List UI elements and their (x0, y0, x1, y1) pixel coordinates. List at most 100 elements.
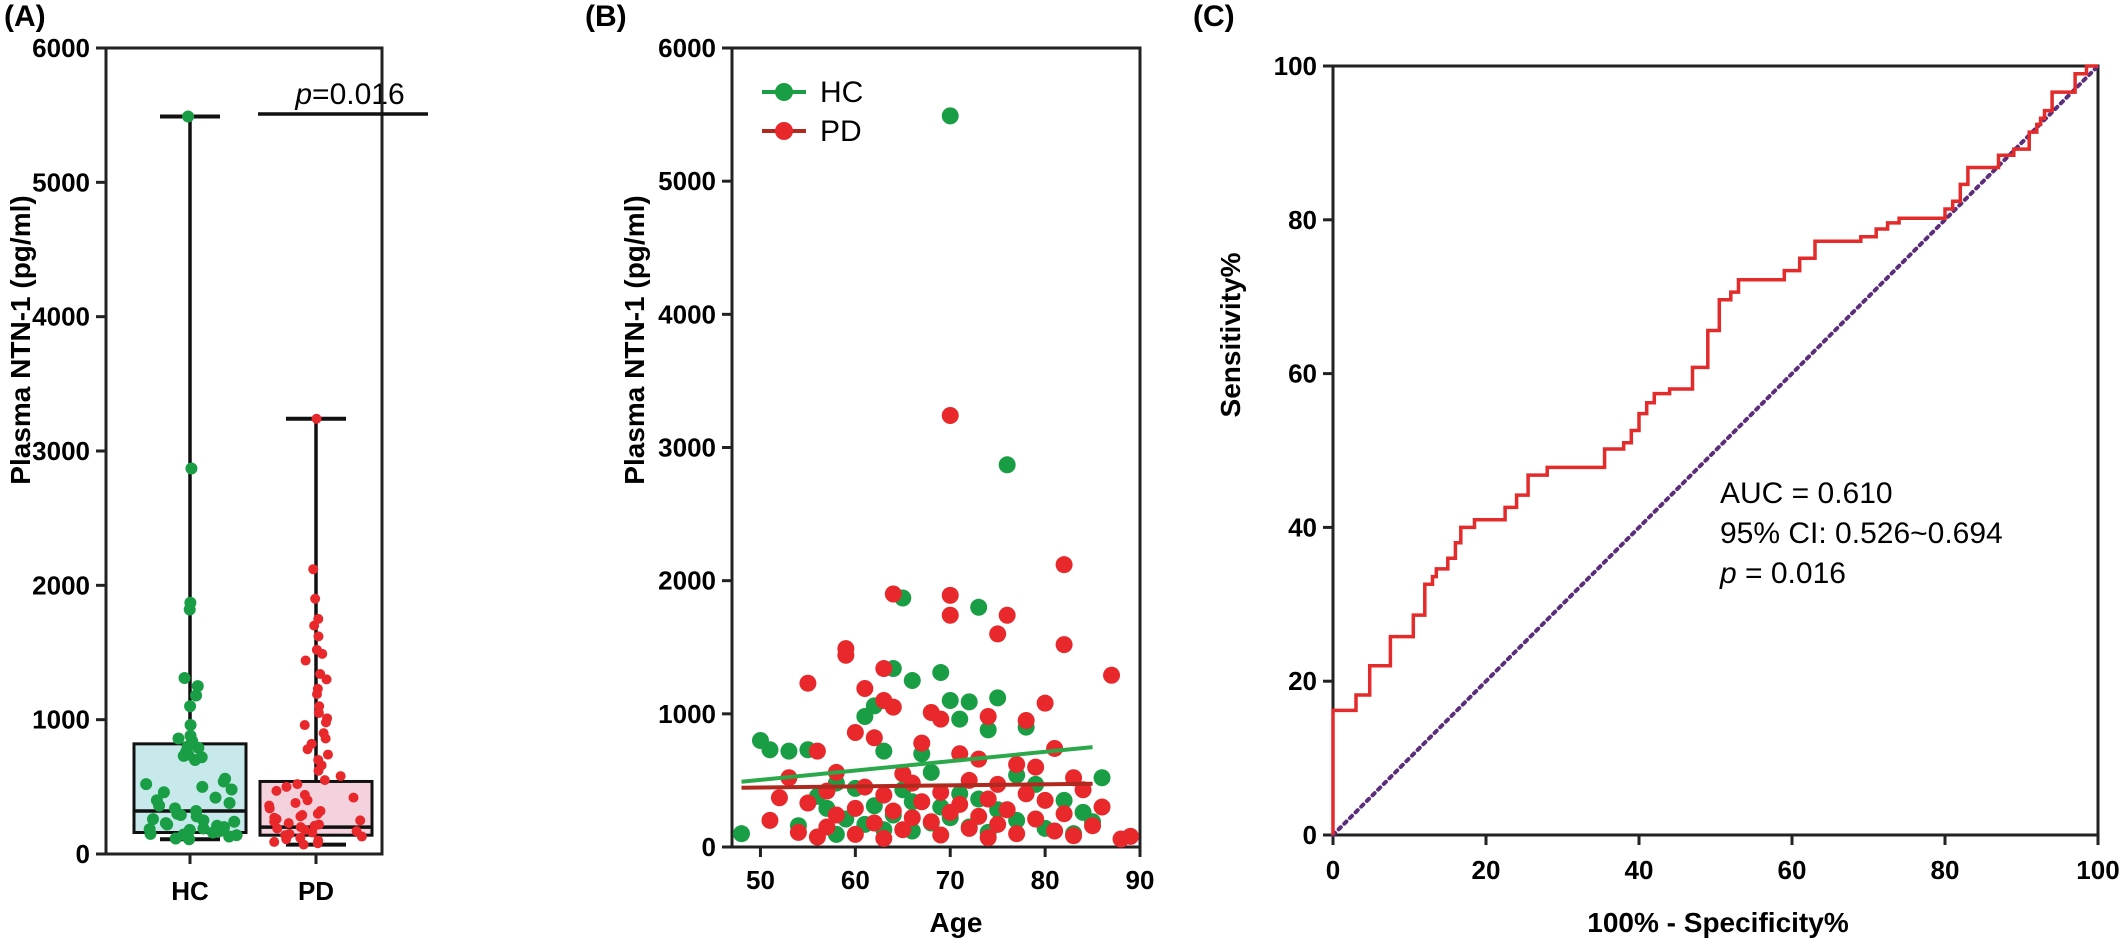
panel-b-legend: HC PD (762, 76, 863, 148)
panel-a-point-pd (281, 781, 292, 792)
panel-b-point-pd (837, 646, 855, 664)
panel-a-point-pd (264, 803, 275, 814)
panel-b-point-hc (979, 721, 997, 739)
panel-a-significance-value: =0.016 (312, 78, 405, 111)
panel-b-point-pd (875, 786, 893, 804)
panel-b-ytick-label: 4000 (658, 299, 716, 329)
panel-b-point-hc (970, 598, 988, 616)
panel-a-point-pd (312, 838, 323, 849)
panel-b-point-hc (922, 763, 940, 781)
panel-b-ytick-label: 0 (702, 832, 716, 862)
panel-b-frame (730, 46, 1142, 849)
panel-a-point-hc (206, 826, 219, 839)
panel-b-point-pd (1093, 798, 1111, 816)
panel-b-point-pd (1055, 636, 1073, 654)
panel-a-point-pd (313, 631, 324, 642)
panel-a-point-hc (191, 680, 204, 693)
panel-c-pvalue-value: = 0.016 (1737, 557, 1846, 590)
panel-c-roc: Sensitivity% 100% - Specificity% AUC = 0… (1215, 51, 2120, 938)
panel-c-roc-curve (1331, 64, 2098, 835)
panel-b-ytick-label: 6000 (658, 33, 716, 63)
panel-a-ytick-label: 2000 (32, 570, 90, 600)
panel-b-xtick-label: 70 (936, 865, 965, 895)
panel-a-point-hc (185, 462, 198, 475)
panel-c-ytick-label: 20 (1288, 666, 1317, 696)
panel-a-point-pd (308, 564, 319, 575)
panel-a-ytick-label: 1000 (32, 705, 90, 735)
panel-a-point-pd (311, 413, 322, 424)
panel-a-point-pd (356, 831, 367, 842)
panel-b-point-hc (875, 742, 893, 760)
panel-a-point-hc (217, 775, 230, 788)
panel-a-point-pd (307, 827, 318, 838)
panel-b-point-pd (808, 742, 826, 760)
panel-a-point-pd (311, 689, 322, 700)
panel-b-point-pd (1008, 755, 1026, 773)
panel-b-point-pd (913, 734, 931, 752)
panel-a-point-hc (228, 815, 241, 828)
panel-b-point-pd (932, 783, 950, 801)
legend-hc-label: HC (820, 76, 863, 109)
panel-c-ytick-label: 40 (1288, 512, 1317, 542)
panel-b-point-pd (1112, 830, 1130, 848)
panel-b-point-pd (808, 828, 826, 846)
panel-b-point-pd (846, 723, 864, 741)
panel-a-point-pd (292, 779, 303, 790)
panel-a-ytick-label: 0 (76, 839, 90, 869)
panel-c-ytick-label: 80 (1288, 205, 1317, 235)
panel-b-point-pd (799, 794, 817, 812)
panel-b-point-pd (875, 660, 893, 678)
panel-a-point-hc (192, 741, 205, 754)
panel-a-point-hc (184, 700, 197, 713)
panel-a-point-hc (182, 110, 195, 123)
panel-b-point-pd (998, 801, 1016, 819)
panel-a-point-hc (183, 833, 196, 846)
panel-a-significance: p=0.016 (294, 78, 404, 111)
panel-b-point-hc (960, 693, 978, 711)
panel-b-point-pd (846, 799, 864, 817)
panel-b-point-pd (979, 829, 997, 847)
panel-b-fit-line-hc (741, 745, 1093, 784)
panel-c-xtick-label: 80 (1931, 855, 1960, 885)
panel-a-point-hc (157, 786, 170, 799)
panel-a-point-hc (197, 822, 210, 835)
panel-a-point-pd (313, 707, 324, 718)
panel-c-xtick-label: 20 (1472, 855, 1501, 885)
panel-a-point-pd (355, 815, 366, 826)
panel-a-point-pd (322, 749, 333, 760)
panel-a-point-hc (153, 799, 166, 812)
panel-a-point-hc (183, 603, 196, 616)
panel-c-auc: AUC = 0.610 (1720, 477, 1893, 510)
panel-a-point-pd (312, 808, 323, 819)
panel-a-xtick-label: HC (171, 876, 209, 906)
panel-b-point-pd (932, 710, 950, 728)
panel-c-pvalue: p = 0.016 (1719, 557, 1846, 590)
panel-b-point-pd (941, 407, 959, 425)
panel-a-point-pd (295, 811, 306, 822)
panel-c-pvalue-p: p (1719, 557, 1737, 590)
panel-a-point-hc (196, 780, 209, 793)
panel-b-point-pd (932, 826, 950, 844)
panel-a-point-pd (300, 655, 311, 666)
panel-b-point-pd (827, 806, 845, 824)
legend-pd-marker (775, 122, 793, 140)
panel-a-point-pd (313, 765, 324, 776)
panel-b-point-pd (884, 585, 902, 603)
panel-a-point-hc (178, 672, 191, 685)
panel-b-point-hc (856, 707, 874, 725)
panel-b-point-pd (1036, 694, 1054, 712)
panel-b-point-hc (941, 692, 959, 710)
panel-b-point-pd (1036, 791, 1054, 809)
panel-b-point-pd (846, 825, 864, 843)
panel-b-point-pd (941, 586, 959, 604)
panel-a-point-pd (290, 797, 301, 808)
panel-b-point-pd (1027, 758, 1045, 776)
panel-b-point-pd (1055, 556, 1073, 574)
panel-a-point-hc (146, 813, 159, 826)
panel-a-point-pd (269, 836, 280, 847)
panel-b-ytick-label: 5000 (658, 166, 716, 196)
panel-b-point-pd (865, 729, 883, 747)
panel-label-c: (C) (1193, 0, 1235, 33)
panel-b-point-hc (780, 742, 798, 760)
panel-b-point-hc (903, 672, 921, 690)
